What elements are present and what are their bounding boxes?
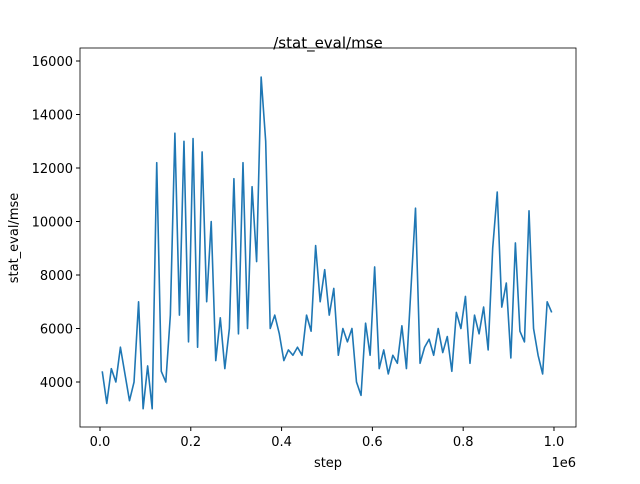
y-tick-label: 6000 xyxy=(40,323,73,338)
x-offset-label: 1e6 xyxy=(551,456,576,471)
y-tick-label: 10000 xyxy=(32,216,73,231)
x-tick-label: 0.2 xyxy=(180,435,201,450)
x-axis-label: step xyxy=(314,456,342,471)
x-tick-label: 0.8 xyxy=(453,435,474,450)
plot-frame xyxy=(79,47,577,428)
x-tick-label: 1.0 xyxy=(544,435,565,450)
chart-title: /stat_eval/mse xyxy=(273,34,383,53)
x-tick-label: 0.6 xyxy=(362,435,383,450)
data-line xyxy=(101,76,553,410)
y-tick-label: 12000 xyxy=(32,162,73,177)
y-tick-label: 16000 xyxy=(32,55,73,70)
y-tick-label: 8000 xyxy=(40,269,73,284)
x-tick-label: 0.4 xyxy=(271,435,292,450)
x-tick-label: 0.0 xyxy=(90,435,111,450)
y-tick-label: 4000 xyxy=(40,376,73,391)
y-axis-label: stat_eval/mse xyxy=(7,193,22,284)
y-tick-label: 14000 xyxy=(32,109,73,124)
